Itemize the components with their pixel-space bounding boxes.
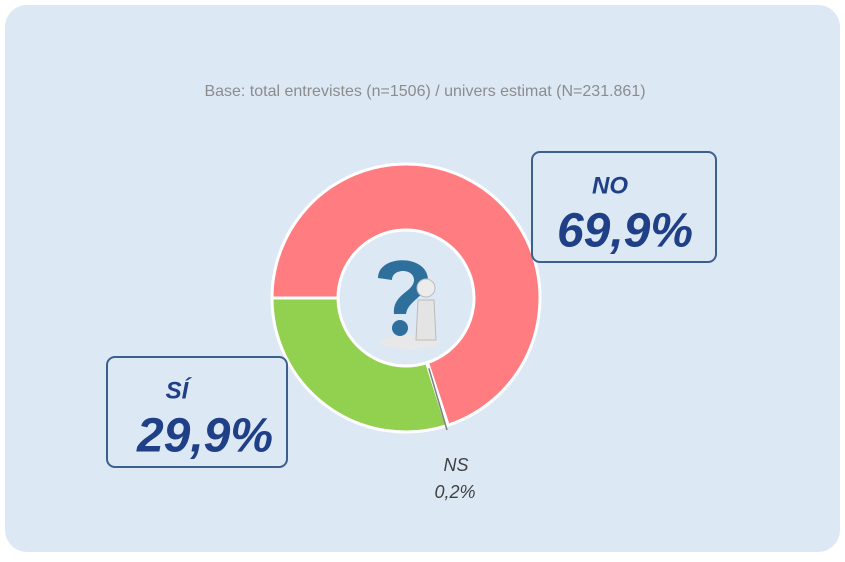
- category-label: NO: [592, 172, 628, 199]
- label-box: [531, 151, 717, 263]
- icon-dot: [392, 320, 408, 336]
- leader-line: [428, 368, 448, 431]
- center-icon: [378, 260, 440, 349]
- chart-subtitle: Base: total entrevistes (n=1506) / unive…: [204, 83, 645, 100]
- value-label: 0,2%: [434, 482, 475, 502]
- value-label: 69,9%: [557, 205, 693, 258]
- category-label: SÍ: [166, 376, 193, 404]
- donut: [270, 162, 542, 434]
- icon-head: [416, 278, 436, 298]
- slice: [270, 162, 542, 428]
- slice: [270, 296, 449, 434]
- category-label: NS: [443, 455, 468, 475]
- labels: NO 69,9% NS 0,2% SÍ 29,9%: [106, 151, 717, 502]
- icon-question: [378, 260, 428, 314]
- value-label: 29,9%: [136, 410, 273, 463]
- icon-body: [415, 299, 437, 341]
- label-box: [106, 356, 288, 468]
